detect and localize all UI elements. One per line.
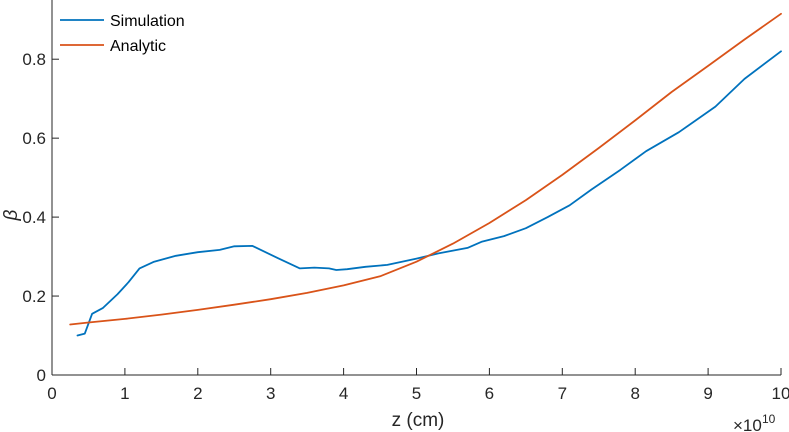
series-layer (69, 12, 782, 337)
x-tick-label: 8 (630, 384, 639, 403)
x-tick-label: 1 (120, 384, 129, 403)
x-tick-label: 3 (266, 384, 275, 403)
legend-label-simulation: Simulation (110, 13, 185, 30)
y-tick-label: 0.6 (22, 129, 46, 148)
x-exponent-base: ×10 (733, 416, 762, 432)
x-ticks: 0 1 2 3 4 5 6 7 8 9 10 (47, 368, 789, 403)
x-tick-label: 6 (485, 384, 494, 403)
series-line-simulation (76, 50, 782, 337)
y-tick-label: 0.2 (22, 287, 46, 306)
x-tick-label: 10 (772, 384, 789, 403)
x-tick-label: 5 (412, 384, 421, 403)
x-exponent-power: 10 (762, 412, 776, 426)
x-tick-label: 9 (703, 384, 712, 403)
x-tick-label: 0 (47, 384, 56, 403)
y-tick-label: 0.4 (22, 208, 46, 227)
y-axis-label: β (1, 209, 22, 221)
x-axis-label: z (cm) (392, 410, 445, 431)
y-ticks: 0 0.2 0.4 0.6 0.8 (22, 50, 59, 385)
y-tick-label: 0.8 (22, 50, 46, 69)
series-line-analytic (69, 12, 782, 326)
x-tick-label: 2 (193, 384, 202, 403)
y-tick-label: 0 (37, 366, 46, 385)
x-tick-label: 7 (558, 384, 567, 403)
legend: Simulation Analytic (60, 13, 185, 55)
x-exponent-label: ×10 10 (733, 412, 776, 432)
x-tick-label: 4 (339, 384, 348, 403)
legend-label-analytic: Analytic (110, 38, 166, 55)
